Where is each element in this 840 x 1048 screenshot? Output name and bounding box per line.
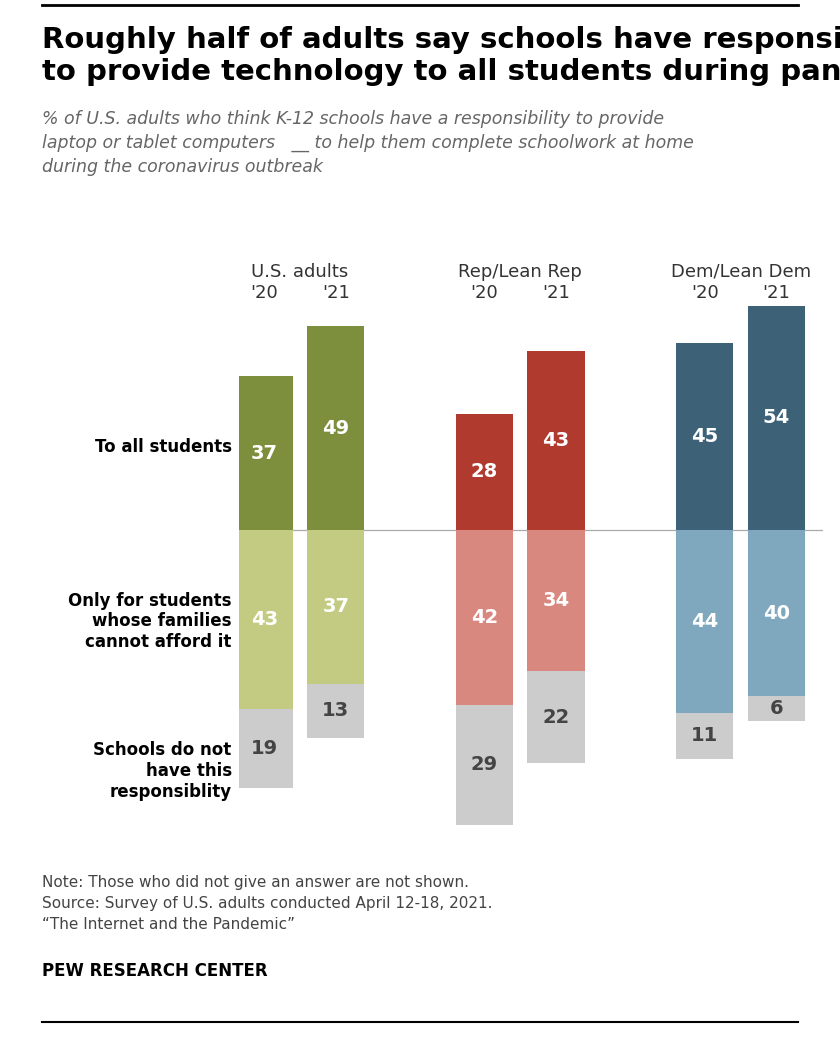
Text: '20: '20 <box>470 284 498 302</box>
Bar <box>235 530 293 708</box>
Text: 11: 11 <box>691 726 718 745</box>
Bar <box>748 306 805 530</box>
Bar <box>235 708 293 788</box>
Bar <box>676 713 733 759</box>
Bar <box>676 530 733 713</box>
Bar <box>307 683 365 738</box>
Bar <box>528 530 585 672</box>
Text: '21: '21 <box>542 284 570 302</box>
Text: Only for students
whose families
cannot afford it: Only for students whose families cannot … <box>68 592 232 651</box>
Text: 40: 40 <box>763 604 790 623</box>
Text: U.S. adults: U.S. adults <box>251 263 349 281</box>
Text: PEW RESEARCH CENTER: PEW RESEARCH CENTER <box>42 962 268 980</box>
Bar <box>528 672 585 763</box>
Bar <box>748 530 805 696</box>
Bar <box>235 376 293 530</box>
Text: 43: 43 <box>543 431 570 451</box>
Text: Schools do not
have this
responsiblity: Schools do not have this responsiblity <box>93 741 232 801</box>
Bar <box>307 327 365 530</box>
Text: 28: 28 <box>471 462 498 481</box>
Text: Source: Survey of U.S. adults conducted April 12-18, 2021.: Source: Survey of U.S. adults conducted … <box>42 896 492 911</box>
Text: 49: 49 <box>323 419 349 438</box>
Bar <box>307 530 365 683</box>
Text: 13: 13 <box>323 701 349 720</box>
Text: '21: '21 <box>763 284 790 302</box>
Bar <box>456 704 513 825</box>
Text: '20: '20 <box>691 284 719 302</box>
Text: 42: 42 <box>471 608 498 627</box>
Bar <box>528 351 585 530</box>
Text: during the coronavirus outbreak: during the coronavirus outbreak <box>42 158 323 176</box>
Text: 45: 45 <box>691 428 718 446</box>
Text: '20: '20 <box>250 284 278 302</box>
Text: 44: 44 <box>691 612 718 631</box>
Text: 37: 37 <box>323 597 349 616</box>
Text: To all students: To all students <box>95 438 232 456</box>
Text: 54: 54 <box>763 409 790 428</box>
Bar <box>676 343 733 530</box>
Text: 29: 29 <box>471 756 498 774</box>
Bar <box>456 530 513 704</box>
Text: Rep/Lean Rep: Rep/Lean Rep <box>459 263 582 281</box>
Text: '21: '21 <box>322 284 349 302</box>
Text: “The Internet and the Pandemic”: “The Internet and the Pandemic” <box>42 917 295 932</box>
Text: 37: 37 <box>250 443 278 463</box>
Text: Dem/Lean Dem: Dem/Lean Dem <box>670 263 811 281</box>
Text: 34: 34 <box>543 591 570 610</box>
Text: 6: 6 <box>769 699 783 718</box>
Text: 43: 43 <box>250 610 278 629</box>
Text: Roughly half of adults say schools have responsibility: Roughly half of adults say schools have … <box>42 26 840 54</box>
Text: % of U.S. adults who think K-12 schools have a responsibility to provide: % of U.S. adults who think K-12 schools … <box>42 110 664 128</box>
Text: 22: 22 <box>543 707 570 726</box>
Text: to provide technology to all students during pandemic: to provide technology to all students du… <box>42 58 840 86</box>
Text: 19: 19 <box>250 739 278 758</box>
Bar <box>748 696 805 721</box>
Text: Note: Those who did not give an answer are not shown.: Note: Those who did not give an answer a… <box>42 875 469 890</box>
Bar <box>456 414 513 530</box>
Text: laptop or tablet computers   __ to help them complete schoolwork at home: laptop or tablet computers __ to help th… <box>42 134 694 152</box>
